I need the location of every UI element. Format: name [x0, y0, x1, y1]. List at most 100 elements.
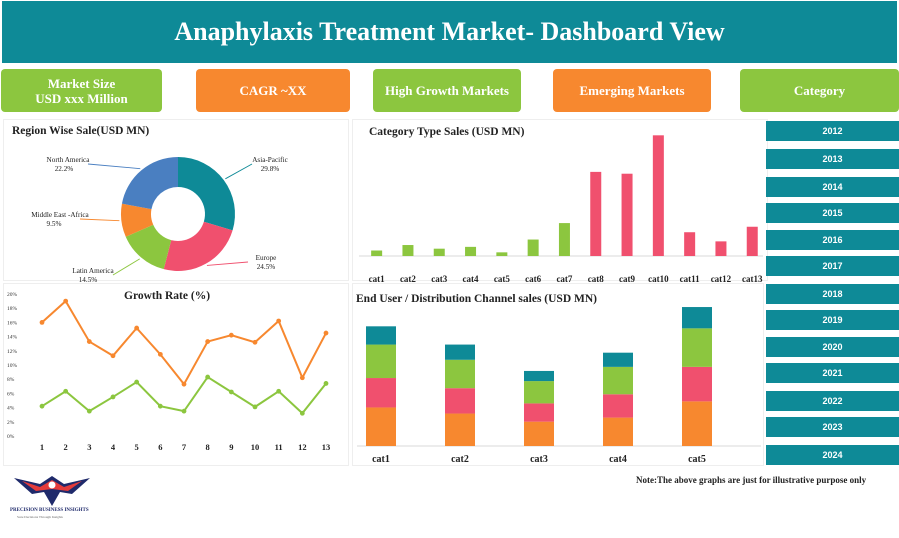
donut-label-name: North America — [47, 156, 91, 164]
year-button-2022[interactable]: 2022 — [766, 391, 899, 411]
growth-x-tick: 13 — [322, 442, 331, 452]
growth-point — [252, 339, 258, 345]
growth-line-chart: 0%2%4%6%8%10%12%14%16%18%20%1 2 3 4 5 6 7 8 9 10 1… — [7, 292, 331, 452]
growth-x-tick: 6 — [158, 442, 162, 452]
stacked-segment-cat1-1 — [366, 407, 396, 446]
growth-point — [39, 320, 45, 325]
donut-label-name: Middle East -Africa — [31, 211, 89, 219]
donut-label-name: Asia-Pacific — [252, 156, 288, 164]
donut-leader-line — [87, 163, 141, 170]
category-bar-cat2 — [402, 245, 414, 256]
stacked-segment-cat4-2 — [603, 394, 633, 418]
donut-slice-asia-pacific — [178, 157, 235, 231]
stacked-segment-cat1-3 — [366, 344, 396, 379]
category-tick-label: cat5 — [494, 274, 510, 282]
stacked-tick-label: cat1 — [372, 454, 390, 465]
growth-point — [63, 298, 69, 304]
category-bar-cat1 — [371, 250, 383, 256]
year-button-2021[interactable]: 2021 — [766, 363, 899, 383]
donut-label-value: 9.5% — [47, 220, 62, 228]
growth-y-tick: 4% — [7, 406, 15, 412]
growth-y-tick: 0% — [7, 434, 15, 440]
brand-logo-tagline: Sure Decisions Through Insights — [17, 515, 63, 519]
year-button-2014[interactable]: 2014 — [766, 177, 899, 197]
year-button-2018[interactable]: 2018 — [766, 284, 899, 304]
year-button-2013[interactable]: 2013 — [766, 149, 899, 169]
stacked-segment-cat5-1 — [682, 401, 712, 446]
category-bar-cat7 — [558, 223, 570, 256]
stacked-segment-cat4-1 — [603, 417, 633, 446]
category-button[interactable]: Category — [740, 69, 899, 112]
year-button-2017[interactable]: 2017 — [766, 256, 899, 276]
growth-x-tick: 12 — [298, 442, 307, 452]
dashboard-title-text: Anaphylaxis Treatment Market- Dashboard … — [174, 17, 725, 46]
brand-logo-name: PRECISION BUSINESS INSIGHTS — [10, 508, 89, 513]
growth-point — [181, 381, 187, 387]
growth-x-tick: 7 — [182, 442, 187, 452]
stacked-segment-cat1-2 — [366, 378, 396, 408]
region-sales-panel: Region Wise Sale(USD MN) Asia-Pacific 29.… — [3, 119, 349, 282]
donut-label-name: Europe — [256, 254, 277, 262]
cagr-button[interactable]: CAGR ~XX — [196, 69, 350, 112]
emerging-markets-button[interactable]: Emerging Markets — [553, 69, 711, 112]
category-bar-cat11 — [684, 232, 696, 256]
growth-point — [110, 394, 116, 400]
year-button-2019[interactable]: 2019 — [766, 310, 899, 330]
stacked-segment-cat3-4 — [524, 370, 554, 382]
category-bar-cat12 — [715, 241, 727, 256]
growth-point — [110, 353, 116, 359]
category-bar-cat8 — [590, 171, 602, 256]
growth-point — [228, 389, 234, 395]
market-size-value: USD xxx Million — [35, 90, 128, 106]
growth-point — [181, 408, 187, 414]
category-label: Category — [793, 83, 846, 98]
category-bar-cat9 — [621, 173, 633, 256]
year-button-2016[interactable]: 2016 — [766, 230, 899, 250]
growth-point — [323, 330, 329, 336]
growth-x-tick: 10 — [251, 442, 260, 452]
growth-point — [299, 375, 305, 381]
high-growth-markets-button[interactable]: High Growth Markets — [373, 69, 521, 112]
year-button-2020[interactable]: 2020 — [766, 337, 899, 357]
year-button-2023[interactable]: 2023 — [766, 417, 899, 437]
growth-y-tick: 6% — [7, 391, 15, 397]
growth-y-tick: 20% — [7, 292, 18, 298]
category-tick-label: cat2 — [400, 274, 416, 282]
stacked-tick-label: cat5 — [688, 454, 706, 465]
year-button-2012[interactable]: 2012 — [766, 121, 899, 141]
region-sales-title: Region Wise Sale(USD MN) — [12, 125, 150, 137]
brand-logo-icon — [14, 476, 90, 506]
stacked-segment-cat5-2 — [682, 366, 712, 402]
high-growth-markets-label: High Growth Markets — [385, 83, 509, 98]
category-bar-cat13 — [746, 226, 758, 256]
category-tick-label: cat3 — [431, 274, 447, 282]
end-user-panel: End User / Distribution Channel sales (U… — [352, 283, 764, 466]
category-bar-chart: cat1 cat2 cat3 cat4 cat5 cat6 cat7 cat8 cat9 cat1… — [359, 135, 763, 282]
stacked-tick-label: cat4 — [609, 454, 627, 465]
market-size-button[interactable]: Market Size USD xxx Million — [1, 69, 162, 112]
donut-label-value: 24.5% — [257, 263, 276, 271]
category-tick-label: cat1 — [369, 274, 385, 282]
stacked-segment-cat1-4 — [366, 326, 396, 345]
category-tick-label: cat10 — [648, 274, 669, 282]
stacked-segment-cat2-2 — [445, 388, 475, 414]
growth-point — [276, 388, 282, 394]
growth-x-tick: 2 — [64, 442, 68, 452]
end-user-title: End User / Distribution Channel sales (U… — [356, 293, 597, 305]
donut-leader-line — [112, 258, 140, 276]
stacked-segment-cat3-3 — [524, 381, 554, 404]
growth-point — [63, 388, 69, 394]
growth-point — [205, 339, 211, 344]
category-tick-label: cat9 — [619, 274, 635, 282]
dashboard-title: Anaphylaxis Treatment Market- Dashboard … — [2, 1, 897, 63]
donut-leader-line — [225, 163, 253, 180]
category-tick-label: cat7 — [556, 274, 572, 282]
donut-slice-middle-east-africa — [121, 203, 154, 237]
stacked-segment-cat5-3 — [682, 328, 712, 367]
category-bar-cat10 — [652, 135, 664, 256]
year-button-2024[interactable]: 2024 — [766, 445, 899, 465]
year-button-2015[interactable]: 2015 — [766, 203, 899, 223]
category-tick-label: cat13 — [742, 274, 763, 282]
growth-point — [205, 374, 211, 380]
